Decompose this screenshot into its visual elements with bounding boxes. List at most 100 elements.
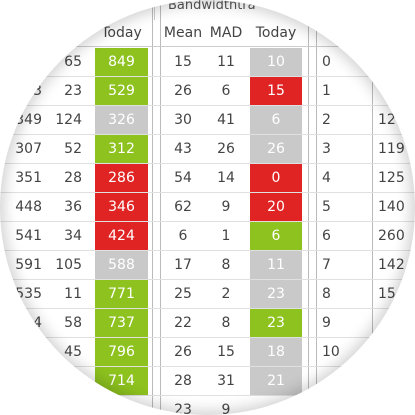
- table-cell: 12: [378, 112, 396, 128]
- table-cell: 349: [15, 112, 42, 128]
- table-cell: 541: [15, 228, 42, 244]
- status-cell: 714: [95, 367, 148, 395]
- table-cell: 15: [217, 344, 235, 360]
- table-cell: 58: [64, 315, 82, 331]
- status-cell: 10: [250, 48, 302, 76]
- status-cell: 23: [250, 309, 302, 337]
- table-cell: 34: [64, 228, 82, 244]
- table-cell: 11: [217, 54, 235, 70]
- table-cell: 31: [217, 373, 235, 389]
- table-cell: 15: [378, 286, 396, 302]
- row-divider: [0, 366, 415, 367]
- table-cell: 30: [174, 112, 192, 128]
- status-cell: 312: [95, 135, 148, 163]
- status-cell: 26: [250, 135, 302, 163]
- table-cell: 65: [64, 54, 82, 70]
- row-divider: [0, 76, 415, 77]
- table-cell: 28: [64, 170, 82, 186]
- status-cell: 346: [95, 193, 148, 221]
- status-cell: 21: [250, 367, 302, 395]
- table-cell: 6: [221, 83, 231, 99]
- status-cell: 529: [95, 77, 148, 105]
- group-header: Bandwidthtra: [168, 0, 256, 13]
- table-cell: 9: [322, 315, 331, 331]
- table-cell: 8: [221, 257, 231, 273]
- table-cell: 15: [174, 54, 192, 70]
- table-cell: 54: [174, 170, 192, 186]
- table-cell: 125: [378, 170, 405, 186]
- table-cell: 140: [378, 199, 405, 215]
- table-cell: 26: [174, 344, 192, 360]
- column-header: Today: [101, 25, 142, 41]
- status-cell: 326: [95, 106, 148, 134]
- status-cell: 11: [250, 251, 302, 279]
- table-cell: 124: [55, 112, 82, 128]
- status-cell: 20: [250, 193, 302, 221]
- table-cell: 119: [378, 141, 405, 157]
- column-header: Mean: [163, 25, 203, 41]
- table-cell: 1: [221, 228, 231, 244]
- table-cell: 25: [174, 286, 192, 302]
- table-cell: 1: [322, 83, 331, 99]
- column-divider: [372, 0, 373, 415]
- table-cell: 2: [322, 112, 331, 128]
- status-cell: 0: [250, 164, 302, 192]
- table-cell: 2: [221, 286, 231, 302]
- status-cell: 796: [95, 338, 148, 366]
- status-cell: 588: [95, 251, 148, 279]
- group-divider: [310, 0, 311, 20]
- table-cell: 52: [64, 141, 82, 157]
- row-divider: [0, 192, 415, 193]
- table-cell: 41: [217, 112, 235, 128]
- table-cell: 14: [217, 170, 235, 186]
- table-cell: 36: [64, 199, 82, 215]
- table-cell: 9: [221, 402, 231, 415]
- row-divider: [0, 221, 415, 222]
- table-cell: 142: [378, 257, 405, 273]
- row-divider: [0, 250, 415, 251]
- table-cell: 260: [378, 228, 405, 244]
- row-divider: [0, 308, 415, 309]
- table-cell: 0: [322, 54, 331, 70]
- table-cell: 22: [174, 315, 192, 331]
- status-cell: 286: [95, 164, 148, 192]
- table-cell: 4: [33, 315, 42, 331]
- table-cell: 17: [174, 257, 192, 273]
- table-cell: 3: [33, 83, 42, 99]
- table-cell: 8: [322, 286, 331, 302]
- table-cell: 6: [322, 228, 331, 244]
- table-cell: 62: [174, 199, 192, 215]
- header-divider: [0, 46, 415, 47]
- table-cell: 591: [15, 257, 42, 273]
- column-divider: [152, 0, 153, 415]
- status-cell: 424: [95, 222, 148, 250]
- group-divider: [154, 0, 155, 20]
- status-cell: 737: [95, 309, 148, 337]
- column-divider: [160, 0, 161, 415]
- table-cell: 7: [322, 257, 331, 273]
- table-cell: 9: [221, 199, 231, 215]
- table-cell: 3: [322, 141, 331, 157]
- status-cell: 6: [250, 106, 302, 134]
- status-cell: 6: [250, 222, 302, 250]
- table-cell: 26: [174, 83, 192, 99]
- table-cell: 535: [15, 286, 42, 302]
- row-divider: [0, 134, 415, 135]
- column-header: Today: [255, 25, 297, 41]
- table-cell: 4: [322, 170, 331, 186]
- table-cell: 105: [55, 257, 82, 273]
- table-cell: 45: [64, 344, 82, 360]
- column-divider: [308, 0, 309, 415]
- table-cell: 26: [217, 141, 235, 157]
- row-divider: [0, 337, 415, 338]
- status-cell: 771: [95, 280, 148, 308]
- table-cell: 307: [15, 141, 42, 157]
- table-cell: 10: [322, 344, 340, 360]
- table-cell: 8: [221, 315, 231, 331]
- table-cell: 43: [174, 141, 192, 157]
- status-cell: 849: [95, 48, 148, 76]
- table-cell: 23: [174, 402, 192, 415]
- table-cell: 351: [15, 170, 42, 186]
